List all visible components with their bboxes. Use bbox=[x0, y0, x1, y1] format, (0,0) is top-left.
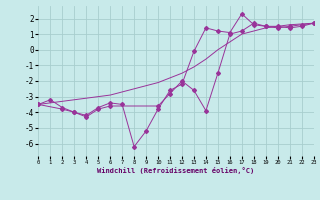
X-axis label: Windchill (Refroidissement éolien,°C): Windchill (Refroidissement éolien,°C) bbox=[97, 167, 255, 174]
